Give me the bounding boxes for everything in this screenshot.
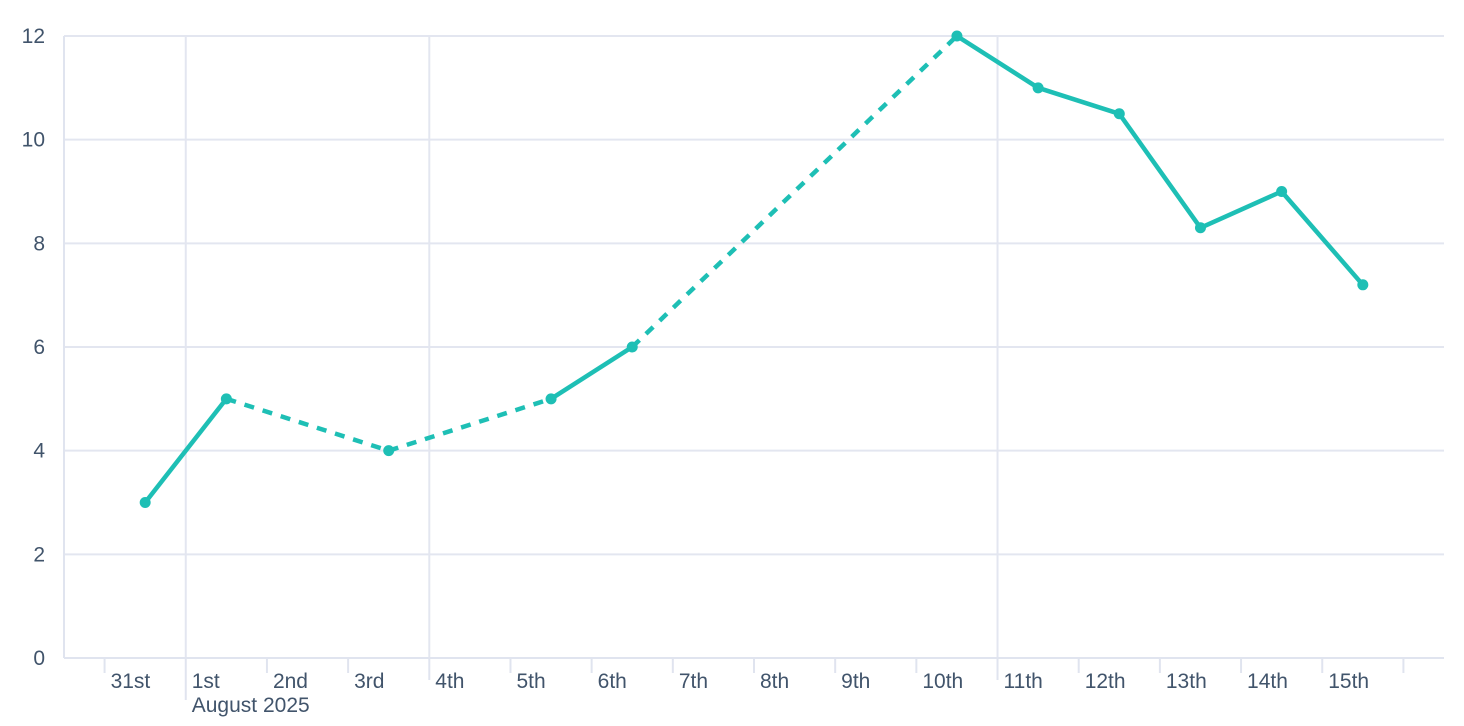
x-axis-label: 7th [679,670,708,693]
x-axis-label: 31st [111,670,151,693]
series-segment-solid [143,397,229,504]
data-point-marker[interactable] [1357,279,1369,291]
x-axis-label: 12th [1085,670,1126,693]
x-axis-label: 11th [1004,670,1043,693]
series-segment-dashed [630,34,959,349]
series-segment-dashed [388,396,552,453]
y-axis-label: 4 [33,440,45,463]
series-segment-solid [955,34,1365,287]
data-point-marker[interactable] [545,393,557,405]
data-point-marker[interactable] [951,30,963,42]
x-axis-label: 14th [1247,670,1288,693]
x-axis-label: 9th [841,670,870,693]
x-axis-label: 2nd [273,670,308,693]
data-point-marker[interactable] [220,393,232,405]
y-axis-label: 0 [33,647,45,670]
x-axis-label: 13th [1166,670,1207,693]
data-point-marker[interactable] [626,341,638,353]
series-segment-solid [549,345,634,401]
x-axis-label: 6th [598,670,627,693]
data-point-marker[interactable] [1194,222,1206,234]
data-point-marker[interactable] [1276,186,1288,197]
data-point-marker[interactable] [139,497,151,508]
y-axis-label: 10 [22,129,45,152]
data-point-marker[interactable] [383,445,395,457]
data-point-marker[interactable] [1113,108,1125,120]
x-axis-label: 10th [922,670,963,693]
x-axis-label: 8th [760,670,789,693]
data-point-marker[interactable] [1032,82,1044,94]
y-axis-label: 8 [33,232,45,255]
y-axis-label: 2 [33,543,45,566]
series-segment-dashed [225,396,390,453]
x-axis-month-label: August 2025 [192,694,310,717]
x-axis-label: 5th [516,670,545,693]
y-axis-label: 12 [22,25,45,48]
x-axis-label: 3rd [354,670,384,693]
x-axis-label: 1st [192,670,220,693]
x-axis-label: 15th [1328,670,1369,693]
x-axis-label: 4th [435,670,464,693]
y-axis-label: 6 [33,336,45,359]
